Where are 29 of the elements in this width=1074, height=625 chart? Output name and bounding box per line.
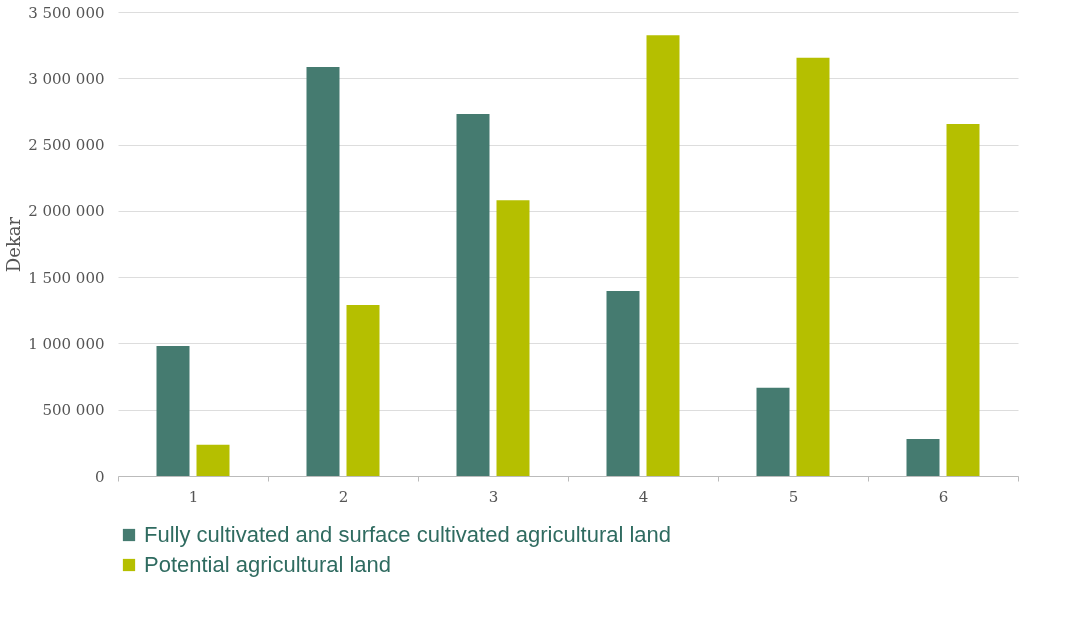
x-tick-label: 4 — [638, 487, 649, 506]
bar — [456, 114, 490, 476]
bar — [946, 124, 980, 476]
y-tick-label: 0 — [94, 467, 105, 486]
y-tick-label: 3 000 000 — [28, 69, 105, 88]
y-tick-label: 500 000 — [42, 401, 105, 420]
legend-label: Fully cultivated and surface cultivated agricultural land — [144, 522, 672, 547]
bar — [346, 304, 380, 476]
bar — [196, 444, 230, 476]
bar — [906, 438, 940, 476]
y-tick-label: 1 000 000 — [28, 334, 105, 353]
legend-label: Potential agricultural land — [144, 552, 392, 577]
bar — [756, 387, 790, 476]
x-tick-label: 2 — [338, 487, 349, 506]
bar — [156, 346, 190, 476]
bar — [606, 291, 640, 476]
y-tick-label: 3 500 000 — [28, 3, 105, 22]
y-tick-label: 1 500 000 — [28, 268, 105, 287]
bar — [306, 67, 340, 476]
y-tick-label: 2 500 000 — [28, 136, 105, 155]
y-axis-title: Dekar — [3, 216, 25, 273]
x-tick-label: 1 — [188, 487, 199, 506]
x-tick-label: 3 — [488, 487, 499, 506]
bar — [796, 57, 830, 476]
bar — [646, 35, 680, 476]
x-tick-label: 6 — [938, 487, 949, 506]
x-tick-label: 5 — [788, 487, 799, 506]
y-tick-label: 2 000 000 — [28, 202, 105, 221]
bar — [496, 200, 530, 476]
